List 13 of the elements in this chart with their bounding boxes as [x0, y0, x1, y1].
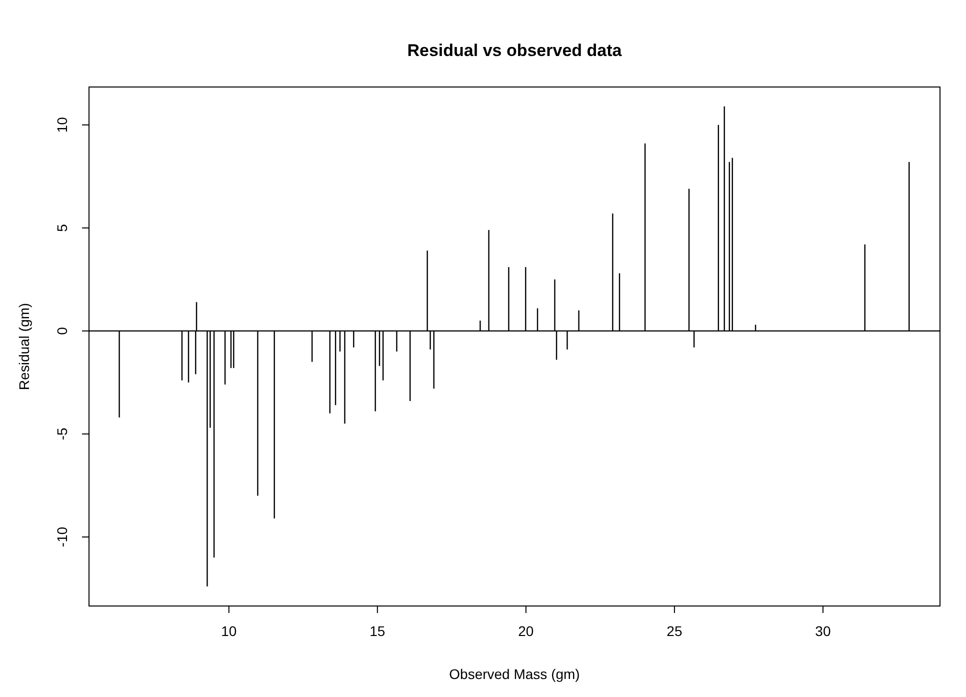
y-tick-label: -10 [54, 526, 70, 548]
x-tick-label: 10 [221, 623, 237, 639]
x-tick-label: 30 [815, 623, 831, 639]
x-tick-label: 15 [370, 623, 386, 639]
y-axis-title: Residual (gm) [16, 302, 32, 390]
chart-title: Residual vs observed data [407, 41, 622, 60]
y-tick-label: -5 [54, 428, 70, 440]
x-tick-label: 25 [666, 623, 682, 639]
y-tick-label: 0 [54, 326, 70, 335]
x-tick-label: 20 [518, 623, 534, 639]
y-tick-label: 5 [54, 224, 70, 232]
x-axis-title: Observed Mass (gm) [449, 666, 580, 682]
y-tick-label: 10 [54, 116, 70, 133]
